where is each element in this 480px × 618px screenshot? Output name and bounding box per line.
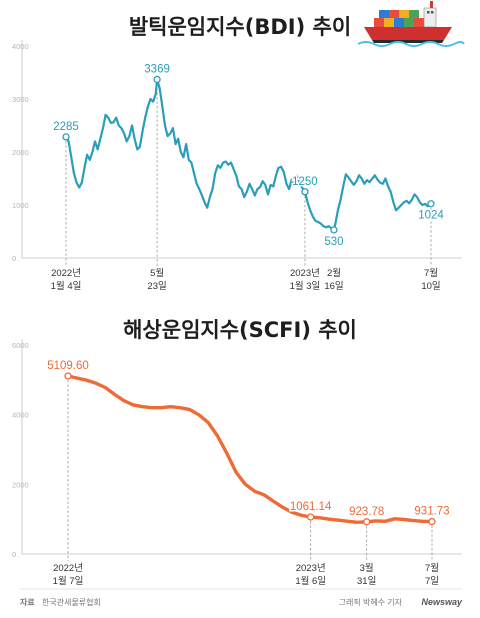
source-label: 자료 xyxy=(20,597,35,607)
scfi-y-tick-label: 4000 xyxy=(12,411,29,420)
scfi-y-tick-label: 6000 xyxy=(12,341,29,350)
scfi-data-label: 923.78 xyxy=(349,506,384,518)
bdi-x-tick-label: 23일 xyxy=(147,281,166,292)
bdi-data-label: 1250 xyxy=(292,176,318,188)
graphic-credit: 그래픽 박혜수 기자 xyxy=(339,597,403,607)
bdi-series-line xyxy=(64,78,433,231)
bdi-x-tick-label: 10일 xyxy=(421,281,440,292)
bdi-x-tick-label: 16일 xyxy=(324,281,343,292)
scfi-x-tick-label: 1월 6일 xyxy=(295,575,326,587)
scfi-y-tick-label: 0 xyxy=(12,550,16,559)
bdi-x-tick-label: 1월 3일 xyxy=(290,280,321,292)
bdi-y-tick-label: 3000 xyxy=(12,95,29,104)
bdi-x-tick-label: 2023년 xyxy=(290,268,320,279)
bdi-data-point xyxy=(62,133,70,141)
bdi-x-tick-label: 1월 4일 xyxy=(51,280,82,292)
scfi-data-point xyxy=(64,372,72,380)
scfi-y-tick-label: 2000 xyxy=(12,480,29,489)
source-text: 한국관세물류협회 xyxy=(42,597,101,607)
scfi-x-tick-label: 2023년 xyxy=(296,563,326,574)
bdi-y-tick-label: 1000 xyxy=(12,201,29,210)
scfi-data-label: 5109.60 xyxy=(47,360,89,372)
scfi-x-tick-label: 2022년 xyxy=(53,563,83,574)
bdi-chart: 발틱운임지수(BDI) 추이 0 1000 2000 3000 4000 2285 3369… xyxy=(12,1,465,292)
scfi-chart-title: 해상운임지수(SCFI) 추이 xyxy=(123,318,357,342)
scfi-series-line xyxy=(66,374,434,524)
footer: 자료 한국관세물류협회 그래픽 박혜수 기자 Newsway xyxy=(20,588,463,607)
bdi-y-tick-label: 0 xyxy=(12,254,16,263)
bdi-data-point xyxy=(301,188,309,196)
scfi-data-point xyxy=(428,517,436,526)
scfi-x-tick-label: 31일 xyxy=(357,576,376,587)
brand-logo: Newsway xyxy=(421,597,463,607)
bdi-data-point xyxy=(153,75,161,84)
bdi-y-tick-label: 2000 xyxy=(12,148,29,157)
bdi-data-label: 530 xyxy=(324,236,343,248)
bdi-data-label: 2285 xyxy=(53,121,79,133)
container-ship-icon xyxy=(357,1,465,47)
scfi-x-tick-label: 3월 xyxy=(360,562,374,574)
bdi-x-tick-label: 2월 xyxy=(327,267,341,279)
bdi-data-label: 3369 xyxy=(144,63,170,75)
bdi-data-label: 1024 xyxy=(418,210,444,222)
scfi-x-tick-label: 1월 7일 xyxy=(53,575,84,587)
scfi-data-label: 1061.14 xyxy=(290,501,332,513)
bdi-y-tick-label: 4000 xyxy=(12,42,29,51)
bdi-chart-title: 발틱운임지수(BDI) 추이 xyxy=(129,15,351,39)
bdi-x-tick-label: 7월 xyxy=(424,267,438,279)
scfi-data-point xyxy=(307,513,315,521)
scfi-chart: 해상운임지수(SCFI) 추이 0 2000 4000 6000 5109.60 1061… xyxy=(12,318,462,587)
bdi-data-point xyxy=(330,226,338,234)
scfi-x-tick-label: 7월 xyxy=(425,562,439,574)
scfi-data-label: 931.73 xyxy=(414,506,449,518)
bdi-x-tick-label: 5월 xyxy=(150,267,164,279)
scfi-x-tick-label: 7일 xyxy=(425,576,439,587)
scfi-data-point xyxy=(363,518,371,526)
bdi-x-tick-label: 2022년 xyxy=(51,268,81,279)
bdi-data-point xyxy=(427,200,435,208)
